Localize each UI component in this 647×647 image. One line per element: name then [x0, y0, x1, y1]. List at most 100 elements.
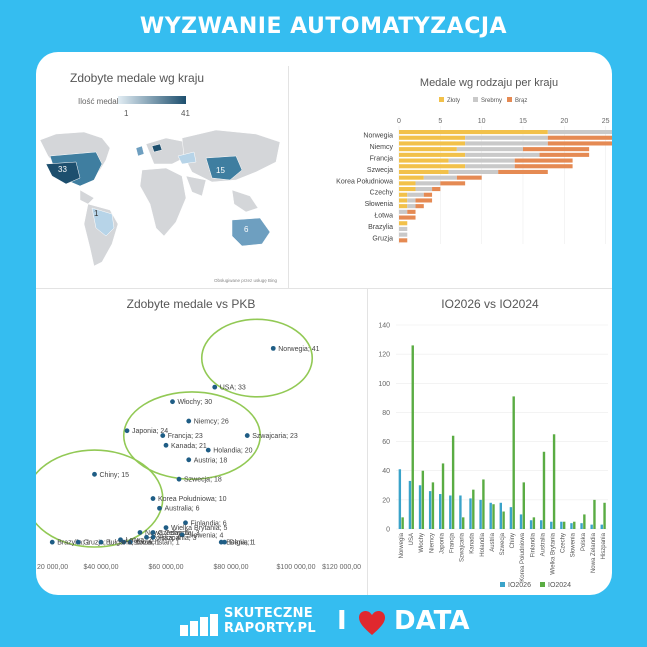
- column-bar-io2024: [593, 499, 596, 529]
- stacked-category-label: Korea Południowa: [336, 178, 393, 185]
- column-category-label: Australia: [540, 532, 546, 556]
- scatter-point-label: Słowenia; 4: [187, 532, 223, 539]
- column-bar-io2026: [570, 523, 573, 529]
- scatter-xtick: $120 000,00: [322, 564, 361, 571]
- stacked-bar-segment-gold: [399, 158, 449, 163]
- stacked-bar-segment-silver: [465, 135, 548, 140]
- stacked-bar-segment-bronze: [547, 141, 612, 146]
- stacked-bars: [399, 130, 612, 243]
- stacked-category-label: Niemcy: [370, 144, 394, 151]
- column-bar-io2026: [499, 502, 502, 529]
- column-bar-io2024: [552, 434, 556, 529]
- stacked-xtick: 5: [438, 118, 442, 125]
- scatter-point-label: Szwecja; 18: [184, 477, 222, 484]
- stacked-bar-segment-silver: [423, 175, 457, 180]
- column-legend: IO2026 IO2024: [500, 582, 571, 589]
- scatter-point-label: Szwajcaria; 23: [252, 433, 298, 440]
- brand-line-1: SKUTECZNE: [224, 606, 313, 621]
- column-category-label: Czechy: [561, 533, 567, 553]
- column-bar-io2026: [550, 521, 553, 529]
- column-bar-io2026: [590, 524, 593, 529]
- stacked-bar-segment-bronze: [547, 135, 612, 140]
- column-category-label: Norwegia: [399, 532, 405, 558]
- column-ytick: 120: [378, 352, 390, 359]
- column-bar-io2024: [573, 521, 576, 529]
- brand-logo-icon: [180, 614, 220, 636]
- column-category-label: Włochy: [419, 533, 425, 553]
- scatter-point-label: Niemcy; 26: [194, 419, 229, 426]
- stacked-bar-segment-silver: [547, 130, 612, 135]
- scatter-point: [144, 534, 149, 540]
- cluster-ellipse: [36, 449, 164, 548]
- stacked-category-label: Łotwa: [374, 213, 393, 220]
- column-bar-io2024: [431, 482, 435, 529]
- stacked-bar-segment-gold: [399, 175, 424, 180]
- scatter-point: [121, 539, 127, 545]
- stacked-bar-segment-gold: [399, 192, 408, 197]
- stacked-legend: Złoty Srebrny Brąz: [439, 97, 527, 104]
- column-ytick: 80: [382, 410, 390, 417]
- stacked-bar-segment-gold: [399, 141, 466, 146]
- stacked-bar-segment-silver: [456, 147, 523, 152]
- column-bar-io2024: [411, 345, 414, 529]
- cluster-ellipse: [122, 391, 262, 480]
- stacked-categories: Norwegia Niemcy Francja Szwecja Korea Połudn…: [336, 133, 393, 243]
- column-legend-label: IO2024: [548, 582, 571, 589]
- column-ytick: 0: [386, 527, 390, 534]
- scatter-point: [92, 471, 97, 477]
- stacked-bar-chart: Medale wg rodzaju per kraju Złoty Srebrny…: [336, 77, 612, 244]
- stacked-bar-segment-silver: [465, 141, 548, 146]
- column-chart: IO2026 vs IO2024 0 20 40 60 80 100 120 140 Norw…: [378, 297, 608, 589]
- column-category-label: USA: [409, 533, 415, 545]
- scatter-point-label: Holandia; 20: [213, 448, 252, 455]
- column-category-label: Chiny: [510, 533, 516, 548]
- divider-horizontal: [36, 288, 612, 289]
- divider-vertical-bottom: [367, 288, 368, 595]
- scatter-point-label: Nowa Zelandia; 3: [145, 530, 200, 537]
- scatter-point: [186, 418, 192, 424]
- stacked-title: Medale wg rodzaju per kraju: [420, 77, 558, 89]
- column-bar-io2024: [562, 521, 566, 529]
- stacked-bar-segment-silver: [399, 226, 408, 231]
- stacked-legend-swatch: [473, 97, 478, 102]
- column-bar-io2026: [489, 502, 492, 529]
- column-bar-io2024: [512, 396, 515, 529]
- scatter-point-label: Francja; 23: [168, 433, 203, 440]
- stacked-bar-segment-bronze: [514, 164, 573, 169]
- stacked-bar-segment-bronze: [432, 187, 441, 192]
- column-ytick: 140: [378, 323, 390, 330]
- world-map: [39, 129, 281, 267]
- column-category-label: Hiszpania: [601, 532, 607, 559]
- scatter-point: [98, 539, 104, 545]
- scatter-ellipses: [36, 318, 314, 548]
- scatter-point-label: Bułgaria; 1: [106, 540, 140, 547]
- scatter-point-label: Chiny; 15: [100, 472, 130, 479]
- scatter-xtick: $60 000,00: [148, 564, 183, 571]
- stacked-category-label: Szwecja: [367, 167, 393, 174]
- map-labels: 33 15 1 6: [58, 165, 249, 234]
- stacked-category-label: Gruzja: [372, 235, 393, 242]
- scatter-point-label: Gruzja; 1: [83, 540, 112, 547]
- stacked-bar-segment-silver: [465, 164, 515, 169]
- scatter-point-label: Brazylia; 1: [57, 540, 90, 547]
- column-bar-io2024: [492, 504, 495, 529]
- stacked-bar-segment-silver: [399, 209, 408, 214]
- map-title: Zdobyte medale wg kraju: [70, 71, 204, 85]
- stacked-bar-segment-bronze: [514, 158, 573, 163]
- column-bar-io2024: [532, 517, 536, 529]
- stacked-legend-label: Srebrny: [481, 98, 502, 104]
- scatter-point: [150, 530, 156, 535]
- column-category-label: Francja: [450, 532, 456, 553]
- column-ytick: 20: [382, 497, 390, 504]
- scatter-point-label: Australia; 6: [165, 506, 200, 513]
- column-category-label: Kanada: [470, 532, 476, 553]
- column-bar-io2024: [472, 489, 475, 529]
- stacked-bar-segment-bronze: [407, 209, 416, 214]
- scatter-point-label: Kanada; 21: [171, 443, 207, 450]
- column-bar-io2024: [542, 451, 546, 529]
- stacked-bar-segment-bronze: [456, 175, 482, 180]
- stacked-bar-segment-gold: [399, 164, 466, 169]
- heart-icon: [359, 611, 385, 635]
- stacked-bar-segment-bronze: [440, 181, 466, 186]
- stacked-bar-segment-bronze: [423, 192, 433, 197]
